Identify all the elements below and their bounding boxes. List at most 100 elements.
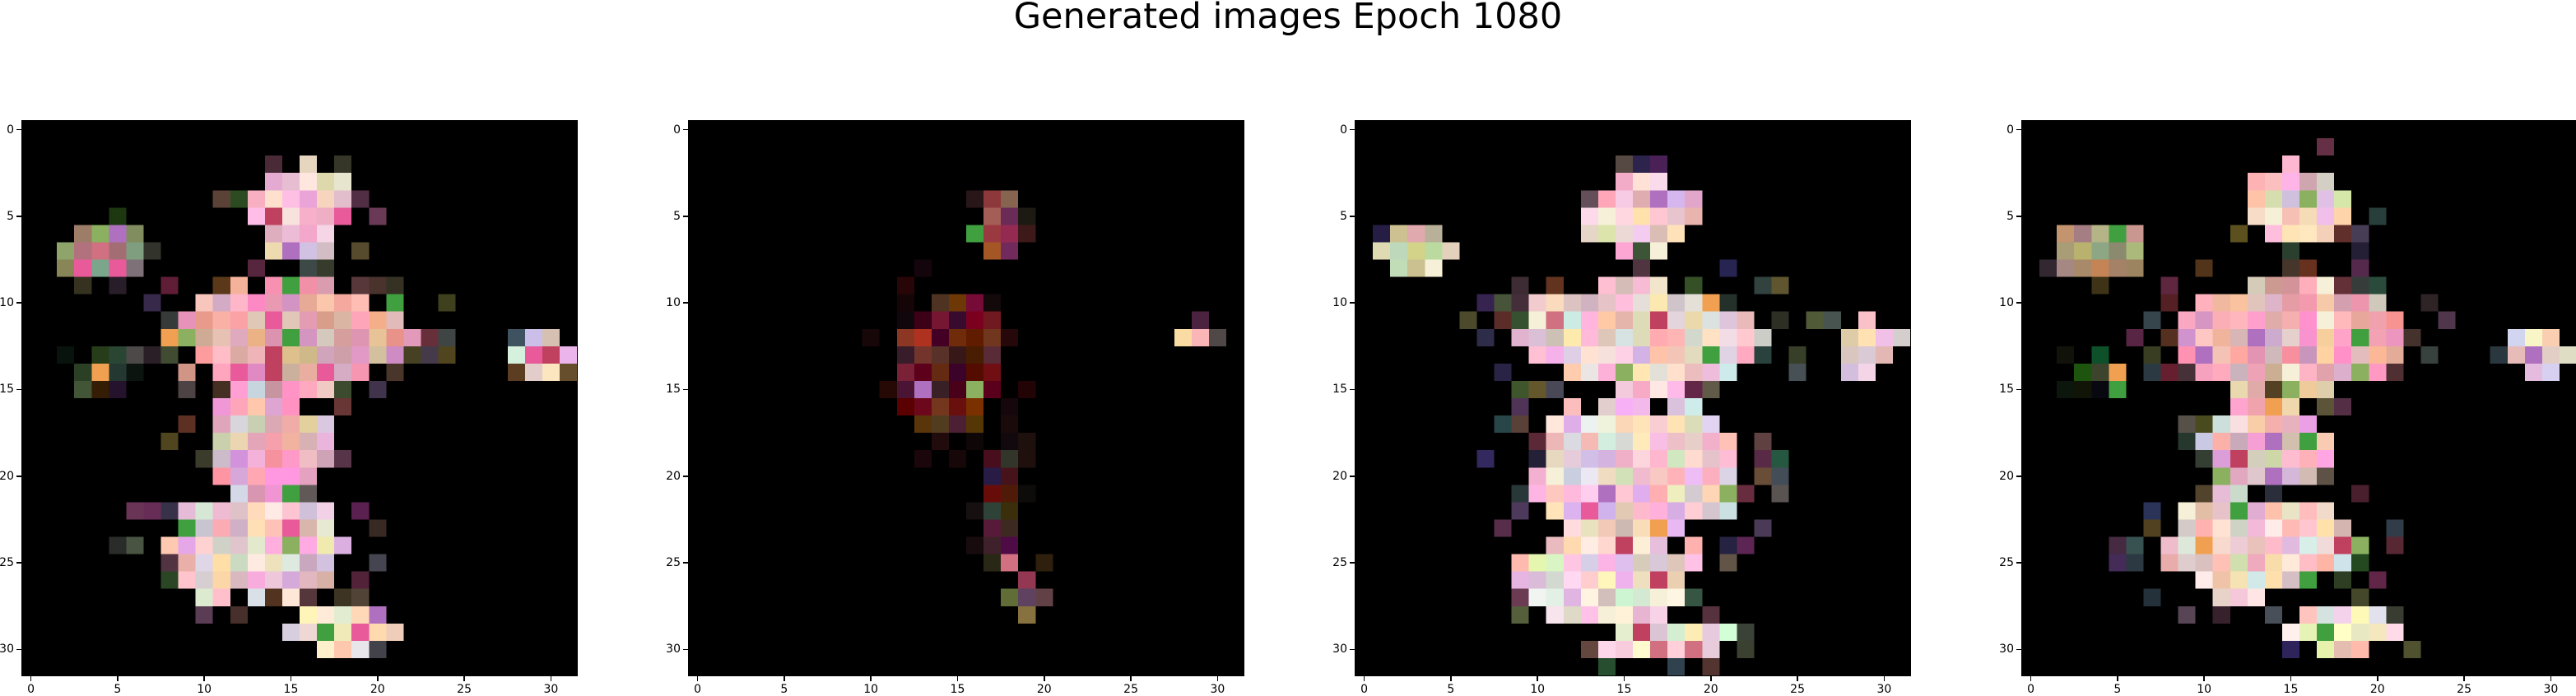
- x-tick-label: 15: [2283, 683, 2299, 696]
- x-tick: [290, 675, 292, 681]
- y-tick: [1350, 476, 1355, 477]
- x-tick: [1216, 675, 1219, 681]
- x-tick-label: 0: [27, 683, 35, 696]
- x-tick: [463, 675, 465, 681]
- x-tick-label: 10: [197, 683, 212, 696]
- y-tick-label: 25: [1332, 556, 1347, 570]
- figure-title: Generated images Epoch 1080: [1013, 0, 1563, 37]
- x-tick-label: 20: [2369, 683, 2385, 696]
- y-tick-label: 0: [673, 123, 681, 137]
- x-tick-label: 10: [863, 683, 879, 696]
- y-tick: [1350, 388, 1355, 391]
- x-tick-label: 0: [2027, 683, 2034, 696]
- y-tick: [2016, 302, 2022, 304]
- x-tick-label: 30: [1876, 683, 1892, 696]
- x-tick-label: 5: [780, 683, 788, 696]
- y-tick: [1350, 648, 1355, 651]
- y-tick-label: 20: [1999, 469, 2014, 483]
- y-tick-label: 20: [0, 469, 14, 483]
- y-tick-label: 15: [666, 383, 681, 397]
- x-tick: [550, 675, 552, 681]
- x-tick: [1710, 675, 1712, 681]
- x-tick: [783, 675, 785, 681]
- y-tick: [16, 128, 22, 131]
- y-tick: [16, 562, 22, 564]
- pixel-grid: [689, 121, 1244, 675]
- y-tick: [683, 388, 689, 391]
- x-tick: [1363, 675, 1365, 681]
- y-tick-label: 25: [0, 556, 14, 570]
- y-tick: [683, 302, 689, 304]
- y-tick: [1350, 302, 1355, 304]
- x-tick-label: 5: [2113, 683, 2122, 696]
- x-tick-label: 25: [1123, 683, 1138, 696]
- y-tick: [2016, 562, 2022, 564]
- x-tick-label: 15: [1616, 683, 1632, 696]
- y-tick: [2016, 216, 2022, 217]
- y-tick-label: 10: [1332, 296, 1347, 310]
- x-tick-label: 0: [694, 683, 701, 696]
- y-tick-label: 30: [666, 643, 681, 657]
- x-tick-label: 20: [370, 683, 385, 696]
- pixel-grid: [1355, 121, 1910, 675]
- y-tick-label: 0: [1340, 123, 1347, 137]
- y-tick-label: 30: [1999, 643, 2014, 657]
- y-tick-label: 20: [1332, 469, 1347, 483]
- x-tick: [2550, 675, 2552, 681]
- y-tick-label: 10: [1999, 296, 2014, 310]
- pixel-grid: [22, 121, 577, 675]
- y-tick: [2016, 648, 2022, 651]
- y-tick: [1350, 128, 1355, 131]
- x-tick: [956, 675, 959, 681]
- y-tick-label: 5: [7, 209, 14, 223]
- x-tick-label: 30: [1210, 683, 1225, 696]
- y-tick: [1350, 216, 1355, 217]
- y-tick: [16, 648, 22, 651]
- y-tick: [683, 216, 689, 217]
- generated-image-2: [688, 120, 1244, 676]
- y-tick-label: 0: [2006, 123, 2014, 137]
- x-tick: [2463, 675, 2465, 681]
- y-tick-label: 30: [1332, 643, 1347, 657]
- y-tick: [1350, 562, 1355, 564]
- x-tick-label: 30: [543, 683, 559, 696]
- y-tick-label: 0: [7, 123, 14, 137]
- y-tick: [683, 128, 689, 131]
- x-tick-label: 20: [1036, 683, 1052, 696]
- y-tick-label: 25: [1999, 556, 2014, 570]
- x-tick: [30, 675, 32, 681]
- y-tick-label: 20: [666, 469, 681, 483]
- x-tick-label: 5: [1447, 683, 1455, 696]
- x-tick: [870, 675, 872, 681]
- y-tick: [2016, 128, 2022, 131]
- x-tick: [1883, 675, 1886, 681]
- y-tick-label: 15: [1332, 383, 1347, 397]
- y-tick: [683, 648, 689, 651]
- x-tick-label: 5: [114, 683, 122, 696]
- y-tick: [16, 302, 22, 304]
- x-tick-label: 15: [950, 683, 965, 696]
- x-tick: [377, 675, 379, 681]
- generated-image-1: [21, 120, 578, 676]
- x-tick-label: 15: [283, 683, 299, 696]
- y-tick-label: 10: [666, 296, 681, 310]
- x-tick-label: 10: [1530, 683, 1546, 696]
- generated-image-4: [2021, 120, 2576, 676]
- x-tick: [2377, 675, 2378, 681]
- y-tick-label: 15: [0, 383, 14, 397]
- y-tick: [16, 388, 22, 391]
- x-tick-label: 25: [457, 683, 472, 696]
- x-tick-label: 30: [2543, 683, 2559, 696]
- x-tick: [1797, 675, 1798, 681]
- x-tick-label: 25: [1790, 683, 1805, 696]
- x-tick: [2203, 675, 2205, 681]
- y-tick: [683, 476, 689, 477]
- x-tick: [1130, 675, 1132, 681]
- x-tick-label: 0: [1360, 683, 1368, 696]
- x-tick-label: 10: [2197, 683, 2212, 696]
- pixel-grid: [2022, 121, 2576, 675]
- x-tick-label: 20: [1703, 683, 1718, 696]
- y-tick-label: 5: [673, 209, 681, 223]
- y-tick: [683, 562, 689, 564]
- y-tick-label: 5: [2006, 209, 2014, 223]
